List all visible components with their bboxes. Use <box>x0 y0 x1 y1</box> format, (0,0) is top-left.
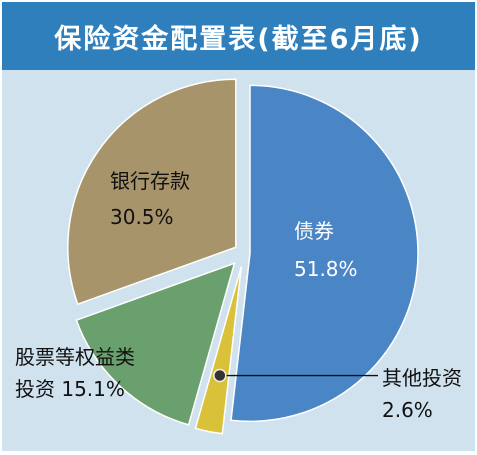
chart-title: 保险资金配置表(截至6月底) <box>54 23 423 55</box>
leader-bead <box>213 368 227 383</box>
pie-slice-4 <box>67 78 237 306</box>
slice-label-2-line-2: 2.6% <box>382 398 433 422</box>
pie-slice-1 <box>230 84 419 423</box>
slice-label-4-line-2: 30.5% <box>110 205 174 229</box>
slice-label-1-line-2: 51.8% <box>294 257 358 281</box>
pie-slice-3 <box>75 262 236 426</box>
title-bar: 保险资金配置表(截至6月底) <box>2 2 475 70</box>
slice-label-4-line-1: 银行存款 <box>110 169 190 193</box>
slice-label-1-line-1: 债券 <box>294 219 334 243</box>
chart-panel: 保险资金配置表(截至6月底) 债券 51.8% 其他投资 2.6% 股票等权益类 投资 1… <box>2 2 475 451</box>
slice-label-2-line-1: 其他投资 <box>382 366 462 390</box>
pie-slice-2 <box>194 266 243 435</box>
slice-label-3-line-2: 投资 15.1% <box>15 377 125 401</box>
slice-label-3-line-1: 股票等权益类 <box>15 345 135 369</box>
